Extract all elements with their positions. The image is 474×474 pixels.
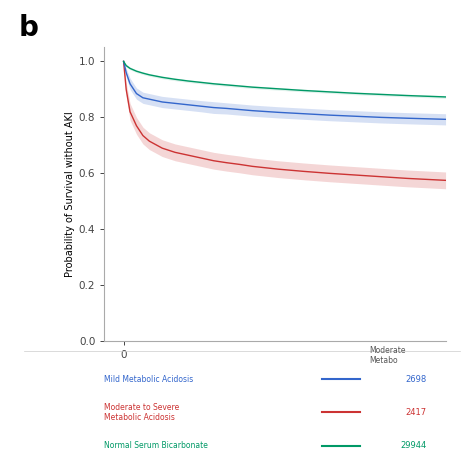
Text: b: b — [19, 14, 39, 42]
Text: 2417: 2417 — [405, 408, 427, 417]
Text: 2698: 2698 — [405, 375, 427, 383]
Text: Normal Serum Bicarbonate: Normal Serum Bicarbonate — [104, 441, 208, 450]
Text: Mild Metabolic Acidosis: Mild Metabolic Acidosis — [104, 375, 193, 383]
Y-axis label: Probability of Survival without AKI: Probability of Survival without AKI — [64, 111, 74, 277]
Text: 29944: 29944 — [401, 441, 427, 450]
Text: Moderate
Metabo: Moderate Metabo — [370, 346, 406, 365]
Text: Moderate to Severe
Metabolic Acidosis: Moderate to Severe Metabolic Acidosis — [104, 403, 180, 422]
